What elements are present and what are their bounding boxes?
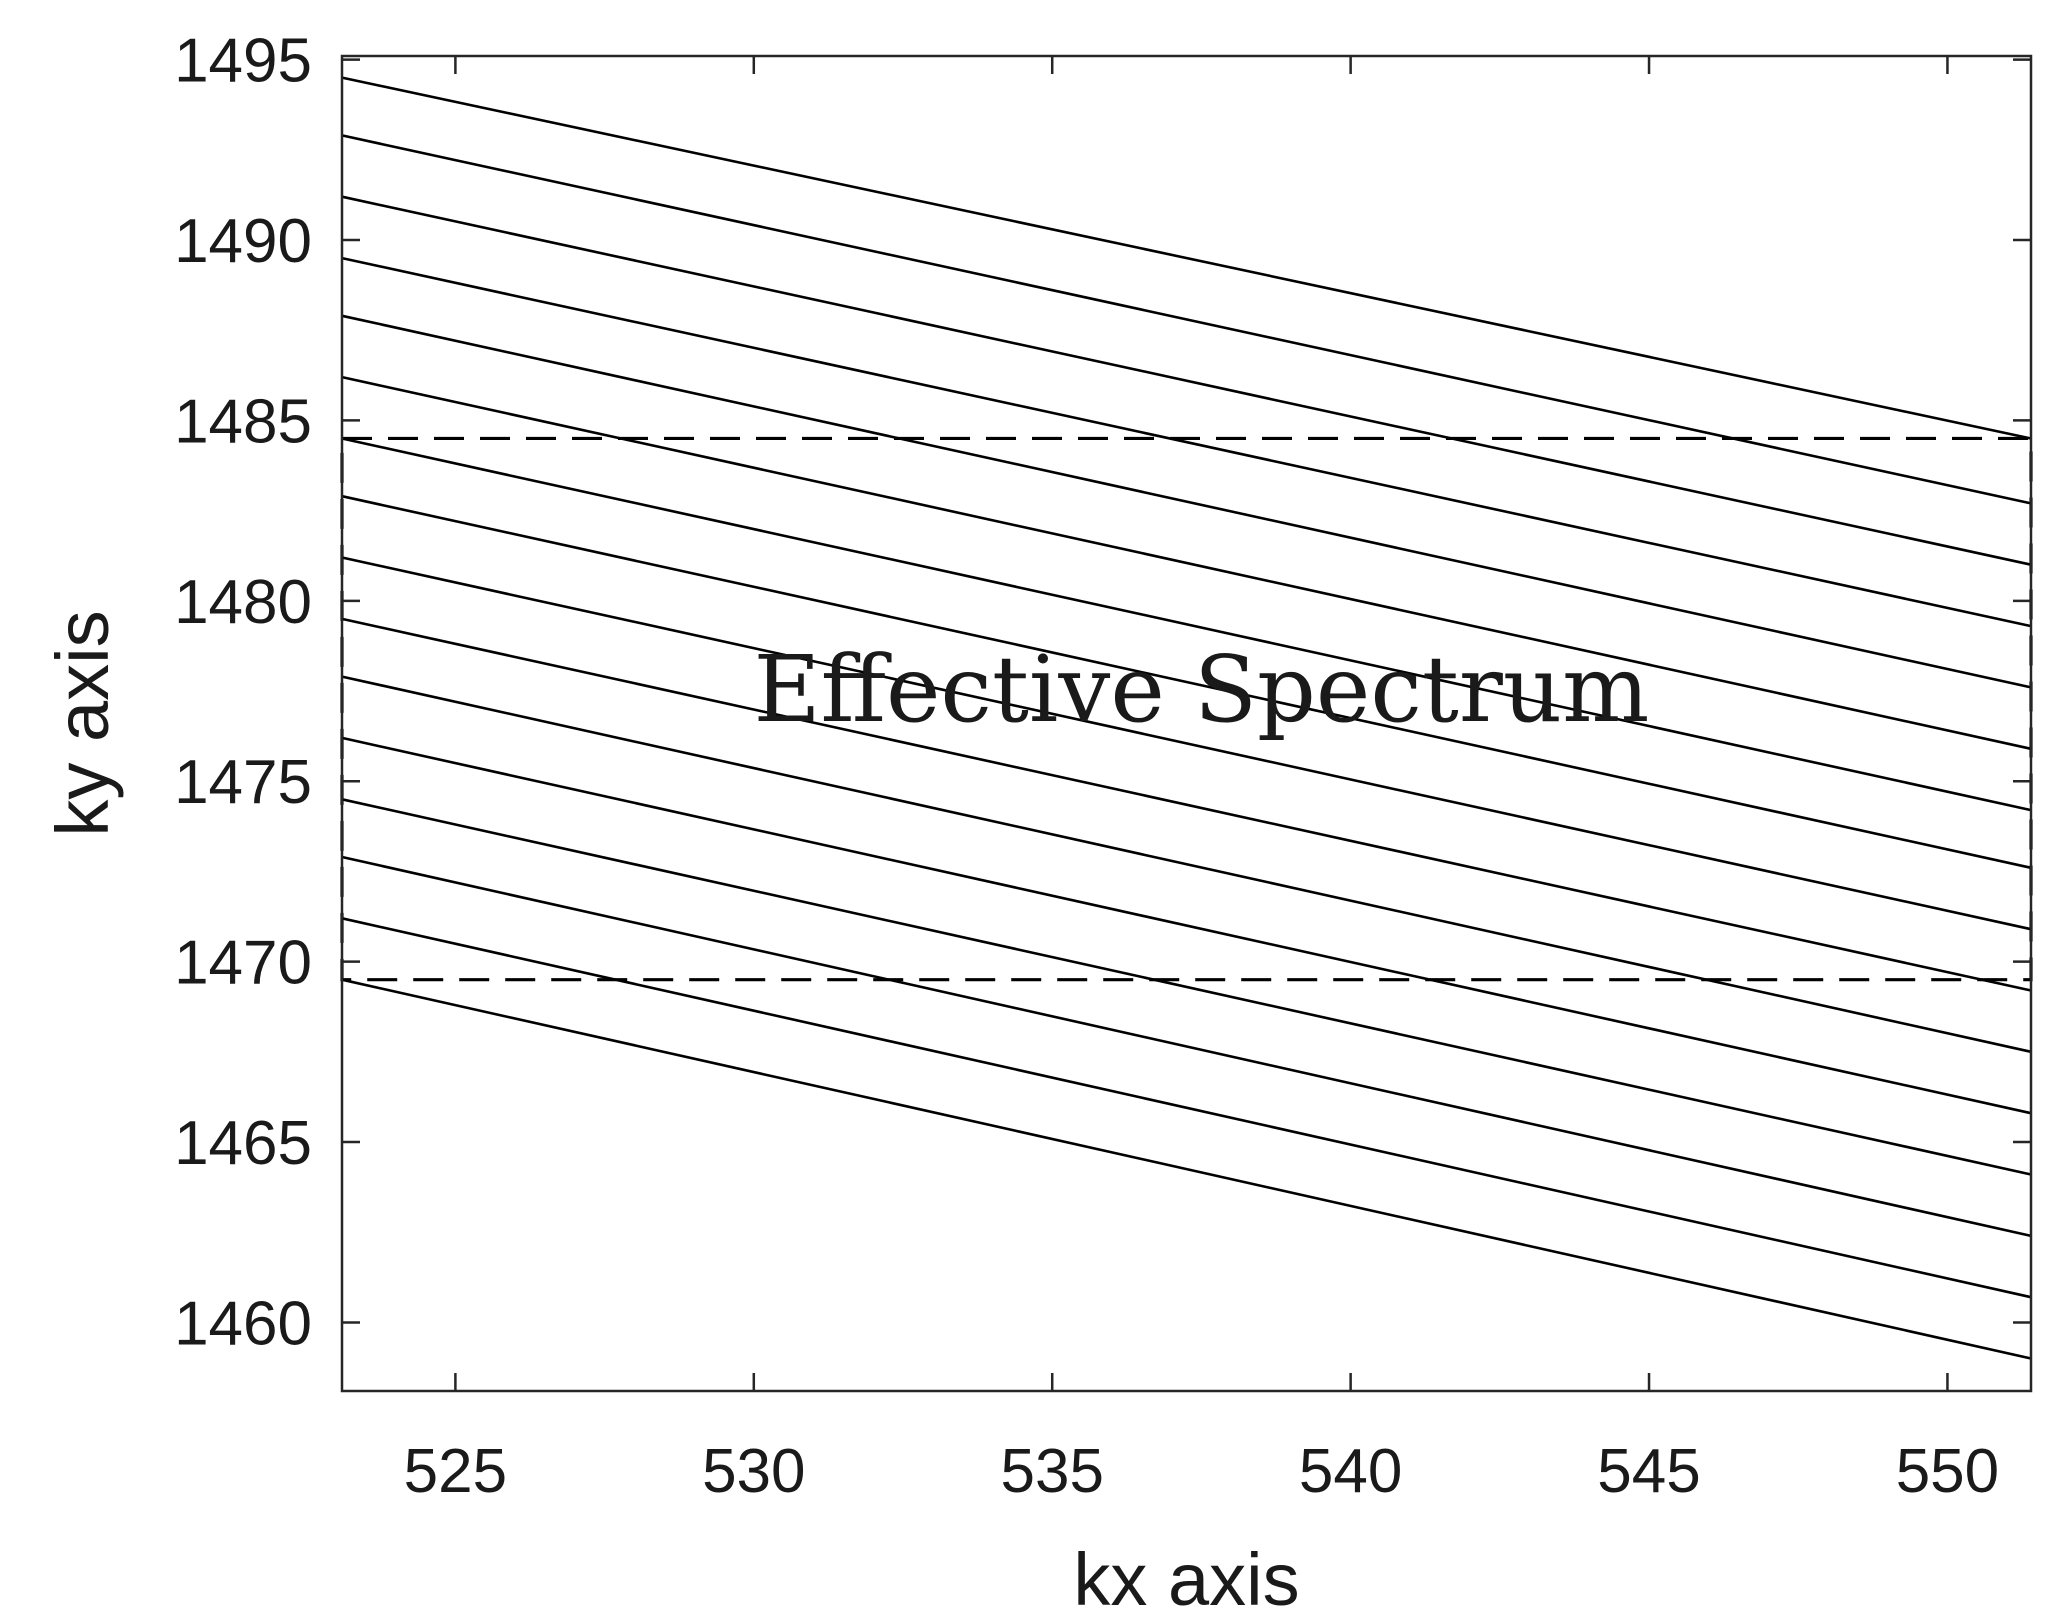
x-tick-label: 540 [1299, 1437, 1402, 1506]
tick-marks [342, 56, 2031, 1391]
series-line-10 [341, 617, 2032, 992]
y-axis-title: ky axis [41, 610, 124, 836]
series-line-15 [341, 917, 2032, 1299]
series-line-16 [341, 978, 2032, 1360]
plot-frame [340, 54, 2033, 1393]
series-line-12 [341, 736, 2032, 1115]
region-label: Effective Spectrum [753, 636, 1649, 743]
y-tick-label: 1485 [174, 387, 312, 456]
x-axis-title: kx axis [1073, 1538, 1299, 1615]
x-tick-label: 535 [1000, 1437, 1103, 1506]
y-tick-label: 1475 [174, 748, 312, 817]
series-layer [341, 76, 2032, 1360]
x-tick-label: 525 [404, 1437, 507, 1506]
series-line-3 [341, 195, 2032, 566]
x-tick-label: 550 [1896, 1437, 1999, 1506]
y-tick-label: 1490 [174, 207, 312, 276]
series-line-14 [341, 855, 2032, 1238]
series-line-13 [341, 798, 2032, 1176]
series-line-1 [341, 76, 2032, 440]
y-tick-label: 1460 [174, 1289, 312, 1358]
series-line-9 [341, 556, 2032, 931]
y-tick-labels: 1460 1465 1470 1475 1480 1485 1490 1495 [174, 27, 312, 1359]
x-tick-label: 545 [1597, 1437, 1700, 1506]
series-line-5 [341, 314, 2032, 689]
series-line-7 [341, 437, 2032, 812]
y-tick-label: 1480 [174, 568, 312, 637]
y-tick-label: 1470 [174, 929, 312, 998]
series-line-2 [341, 134, 2032, 505]
y-tick-label: 1465 [174, 1109, 312, 1178]
series-line-8 [341, 494, 2032, 870]
x-tick-label: 530 [702, 1437, 805, 1506]
series-line-4 [341, 256, 2032, 628]
x-tick-labels: 525 530 535 540 545 550 [404, 1437, 2000, 1506]
y-tick-label: 1495 [174, 27, 312, 96]
series-line-11 [341, 675, 2032, 1054]
